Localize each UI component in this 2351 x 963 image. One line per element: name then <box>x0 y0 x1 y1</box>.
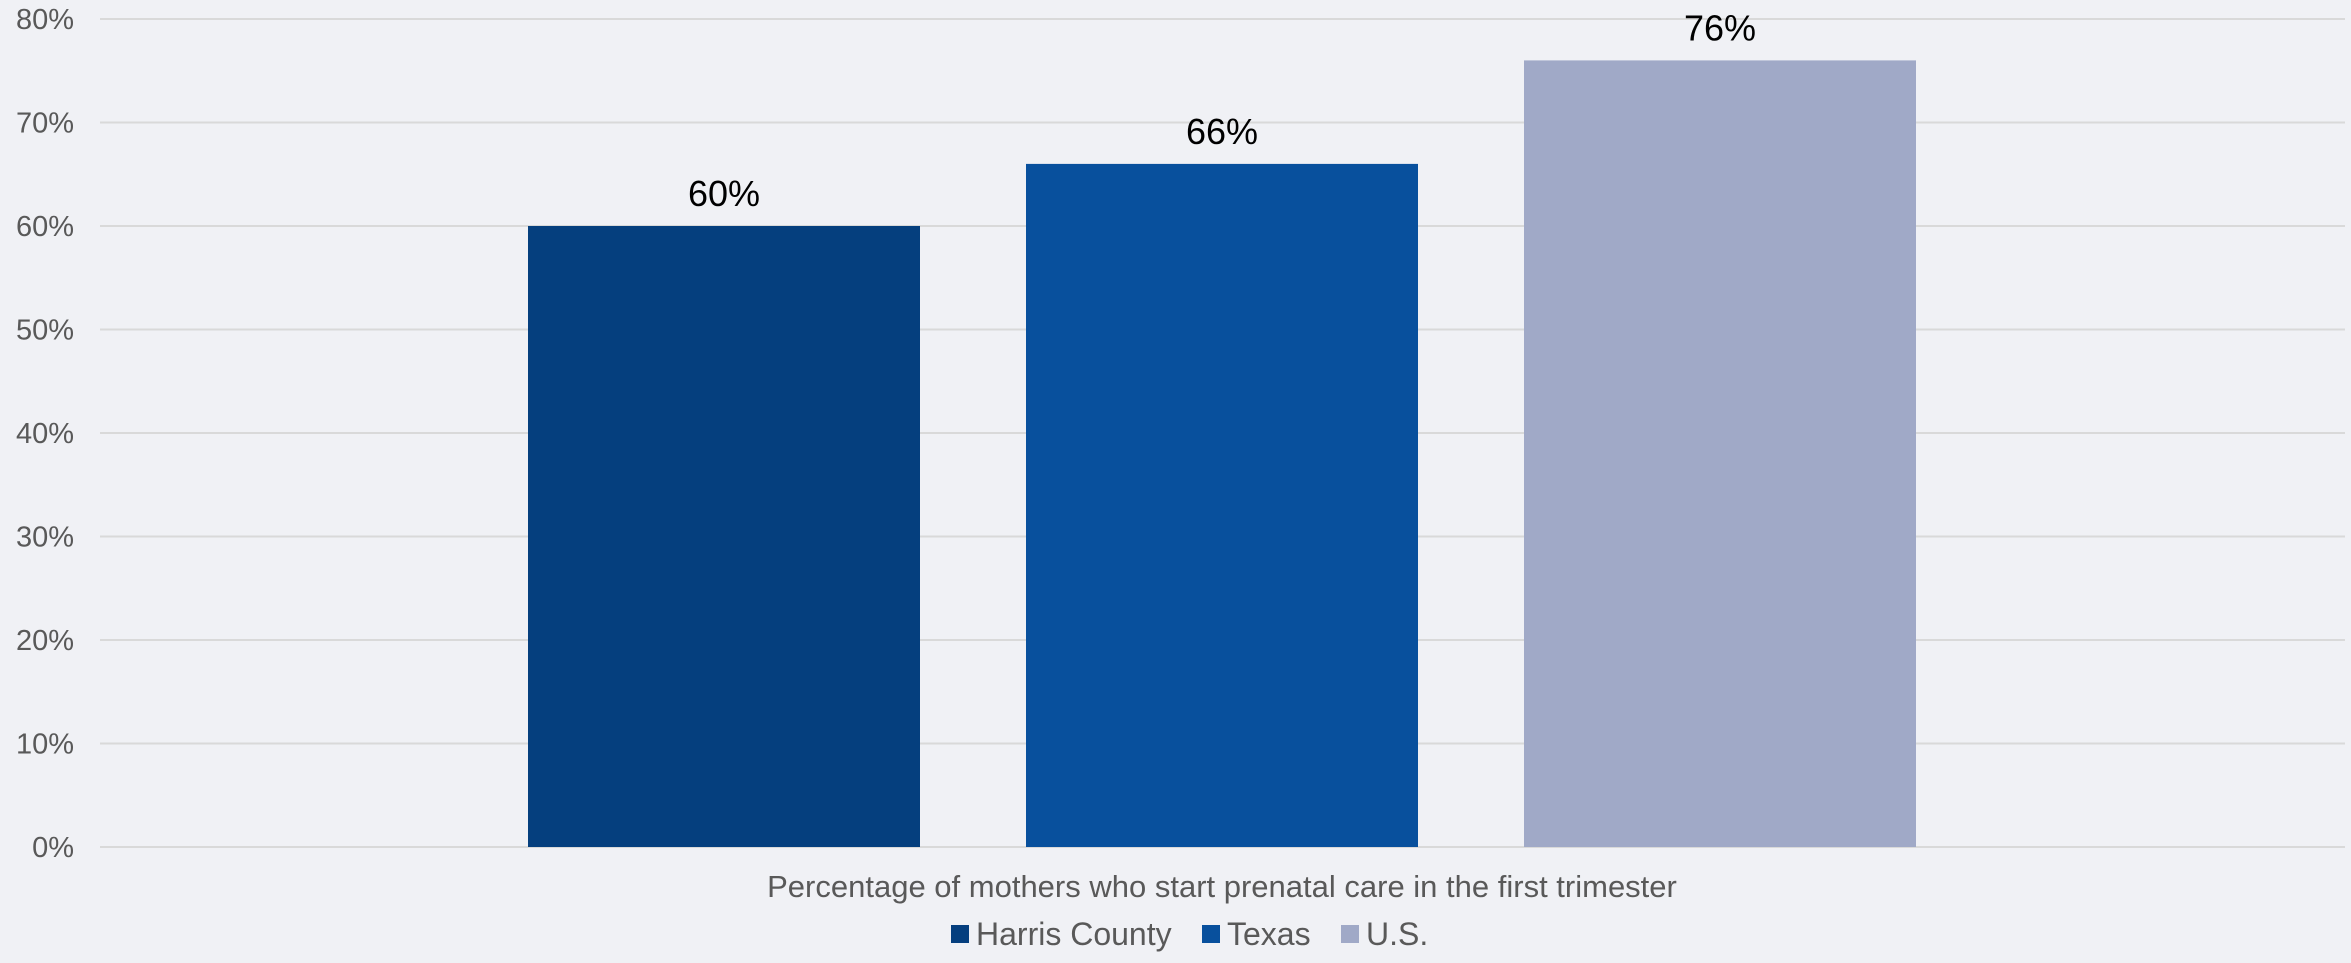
y-tick-label: 70% <box>16 108 74 140</box>
legend: Harris County Texas U.S. <box>951 916 1428 952</box>
data-label: 76% <box>1684 7 1756 48</box>
data-label: 60% <box>688 173 760 214</box>
y-tick-label: 20% <box>16 625 74 657</box>
x-axis-label: Percentage of mothers who start prenatal… <box>767 869 1677 904</box>
bar <box>528 226 920 847</box>
y-tick-label: 50% <box>16 315 74 347</box>
y-tick-label: 80% <box>16 4 74 36</box>
y-tick-label: 0% <box>32 832 74 864</box>
legend-swatch <box>1341 925 1359 943</box>
y-tick-label: 10% <box>16 729 74 761</box>
y-tick-label: 40% <box>16 418 74 450</box>
bars <box>528 60 1916 847</box>
bar <box>1524 60 1916 847</box>
data-labels: 60% 66% 76% <box>688 7 1756 214</box>
legend-swatch <box>951 925 969 943</box>
bar <box>1026 163 1418 847</box>
legend-label: U.S. <box>1366 916 1428 952</box>
y-tick-label: 60% <box>16 211 74 243</box>
legend-label: Harris County <box>976 916 1172 952</box>
legend-swatch <box>1202 925 1220 943</box>
data-label: 66% <box>1186 111 1258 152</box>
y-tick-label: 30% <box>16 522 74 554</box>
legend-label: Texas <box>1227 916 1311 952</box>
y-axis-tick-labels: 0% 10% 20% 30% 40% 50% 60% 70% 80% <box>16 4 74 864</box>
